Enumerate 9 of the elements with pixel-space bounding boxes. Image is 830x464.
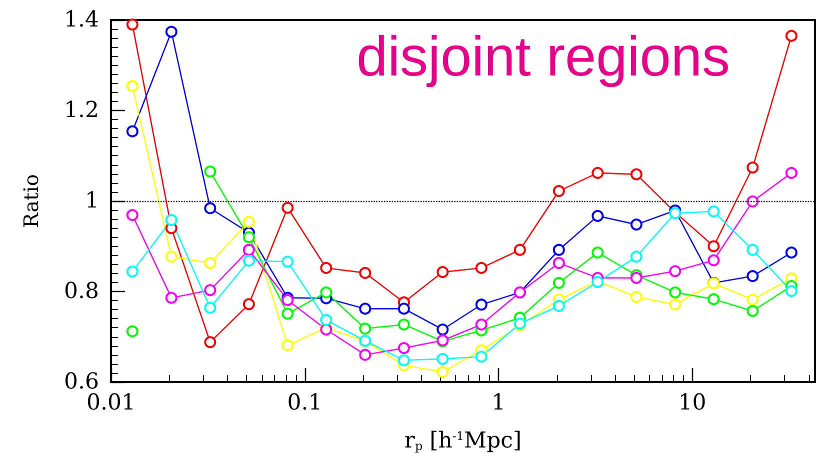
x-tick-label: 0.1 xyxy=(287,390,322,416)
x-tick-label: 10 xyxy=(678,390,706,416)
x-tick-label: 1 xyxy=(492,390,506,416)
y-tick-label: 0.8 xyxy=(64,279,99,304)
y-tick-label: 1.4 xyxy=(64,8,99,32)
y-tick-label: 1 xyxy=(85,188,99,214)
annotation: disjoint regions xyxy=(356,24,730,88)
y-axis-title: Ratio xyxy=(19,174,43,228)
y-tick-label: 1.2 xyxy=(64,98,99,123)
